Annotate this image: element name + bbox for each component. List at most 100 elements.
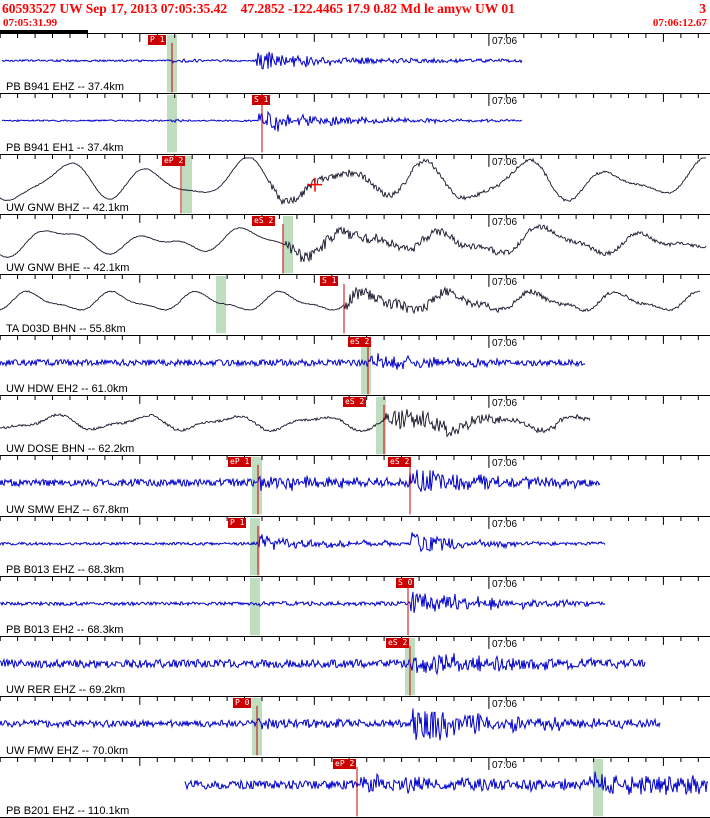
event-summary-row: 60593527 UW Sep 17, 2013 07:05:35.42 47.…: [0, 0, 710, 17]
waveform-plot[interactable]: [0, 214, 710, 274]
cursor-cross-marker: [308, 177, 322, 192]
seismogram-trace: [0, 157, 706, 205]
phase-pick-flag[interactable]: eS 2: [252, 215, 276, 226]
station-label: UW DOSE BHN -- 62.2km: [6, 443, 135, 456]
phase-pick-flag[interactable]: S 1: [320, 276, 339, 287]
seismogram-trace: [184, 771, 709, 795]
minute-label: 07:06: [492, 36, 518, 47]
trace-panel: 07:06 eP 2 UW GNW BHZ -- 42.1km: [0, 153, 710, 214]
time-ruler-ticks: [0, 697, 699, 710]
minute-label: 07:06: [492, 216, 518, 228]
trace-panel: 07:06 eS 2 UW HDW EH2 -- 61.0km: [0, 334, 710, 395]
waveform-plot[interactable]: [0, 94, 710, 153]
time-ruler-ticks: [0, 154, 699, 167]
seismogram-trace: [0, 286, 701, 315]
window-end-time: 07:06:12.67: [652, 17, 707, 29]
seismogram-trace: [0, 591, 606, 613]
seismogram-trace: [0, 352, 586, 370]
minute-label: 07:06: [492, 397, 518, 409]
minute-label: 07:06: [492, 518, 518, 530]
phase-pick-flag[interactable]: S 1: [252, 95, 271, 106]
phase-pick-flag[interactable]: P 0: [233, 698, 252, 709]
trace-panel: 07:06 eP 1 eS 2 UW SMW EHZ -- 67.8km: [0, 455, 710, 516]
station-label: UW RER EHZ -- 69.2km: [6, 684, 126, 697]
station-label: UW FMW EHZ -- 70.0km: [6, 744, 129, 757]
waveform-plot[interactable]: [0, 456, 710, 515]
phase-pick-flag[interactable]: eS 2: [388, 457, 412, 468]
station-label: PB B941 EH1 -- 37.4km: [6, 141, 124, 154]
waveform-plot[interactable]: [0, 697, 710, 756]
minute-label: 07:06: [492, 699, 518, 711]
phase-pick-flag[interactable]: eS 2: [348, 336, 372, 347]
time-ruler-ticks: [0, 516, 699, 529]
time-ruler-ticks: [0, 214, 699, 227]
phase-pick-flag[interactable]: P 1: [228, 517, 247, 528]
waveform-plot[interactable]: [0, 516, 710, 576]
window-start-time: 07:05:31.99: [3, 17, 58, 29]
seismogram-trace: [0, 409, 591, 438]
trace-panel: 07:06 eS 2 UW DOSE BHN -- 62.2km: [0, 394, 710, 456]
station-label: UW SMW EHZ -- 67.8km: [6, 503, 129, 516]
seismogram-trace: [0, 708, 661, 741]
station-label: UW HDW EH2 -- 61.0km: [6, 382, 128, 395]
trace-panel: 07:06 P 1 PB B941 EHZ -- 37.4km: [0, 33, 710, 93]
time-ruler-ticks: [0, 275, 699, 288]
minute-label: 07:06: [492, 759, 518, 771]
phase-pick-flag[interactable]: eP 1: [228, 457, 252, 468]
minute-label: 07:06: [492, 639, 518, 651]
minute-label: 07:06: [492, 96, 518, 108]
waveform-plot[interactable]: [0, 757, 710, 817]
station-label: PB B941 EHZ -- 37.4km: [6, 81, 124, 94]
phase-pick-flag[interactable]: eS 2: [386, 638, 410, 649]
phase-pick-flag[interactable]: P 1: [148, 35, 167, 45]
station-label: UW GNW BHE -- 42.1km: [6, 262, 130, 275]
time-window-row: 07:05:31.99 07:06:12.67: [0, 17, 710, 29]
phase-pick-flag[interactable]: eP 2: [162, 155, 186, 166]
trace-panel: 07:06 S 1 PB B941 EH1 -- 37.4km: [0, 93, 710, 154]
seismogram-trace: [0, 531, 606, 552]
trace-list: 07:06 P 1 PB B941 EHZ -- 37.4km 07:06 S 1 PB …: [0, 33, 710, 818]
station-label: PB B201 EHZ -- 110.1km: [6, 805, 130, 818]
trace-panel: 07:06 P 0 UW FMW EHZ -- 70.0km: [0, 696, 710, 757]
seismogram-trace: [0, 653, 646, 676]
waveform-plot[interactable]: [0, 576, 710, 636]
waveform-plot[interactable]: [0, 154, 710, 214]
time-ruler-ticks: [0, 576, 699, 589]
minute-label: 07:06: [492, 156, 518, 168]
trace-panel: 07:06 S 0 PB B013 EH2 -- 68.3km: [0, 575, 710, 637]
time-ruler-ticks: [0, 757, 699, 770]
waveform-plot[interactable]: [0, 275, 710, 334]
seismogram-trace: [0, 224, 707, 263]
station-label: PB B013 EHZ -- 68.3km: [6, 563, 124, 576]
event-header: 60593527 UW Sep 17, 2013 07:05:35.42 47.…: [0, 0, 710, 33]
trace-panel: 07:06 eS 2 UW GNW BHE -- 42.1km: [0, 213, 710, 275]
top-left-marker-bar: [0, 30, 88, 33]
trace-count: 3: [699, 1, 706, 16]
event-summary-text: 60593527 UW Sep 17, 2013 07:05:35.42 47.…: [2, 1, 515, 16]
time-ruler-ticks: [0, 456, 699, 469]
time-ruler-ticks: [0, 637, 699, 649]
station-label: PB B013 EH2 -- 68.3km: [6, 624, 124, 637]
waveform-plot[interactable]: [0, 34, 710, 93]
waveform-plot[interactable]: [0, 335, 710, 395]
time-ruler-ticks: [0, 34, 699, 46]
seismogram-trace: [0, 469, 601, 493]
waveform-plot[interactable]: [0, 637, 710, 696]
station-label: TA D03D BHN -- 55.8km: [6, 322, 126, 335]
time-ruler-ticks: [0, 395, 699, 408]
minute-label: 07:06: [492, 277, 518, 289]
minute-label: 07:06: [492, 458, 518, 470]
phase-pick-flag[interactable]: eS 2: [343, 396, 367, 407]
seismogram-trace: [1, 51, 523, 70]
phase-pick-flag[interactable]: S 0: [396, 577, 415, 588]
time-ruler-ticks: [0, 335, 699, 348]
time-ruler-ticks: [0, 94, 699, 107]
minute-label: 07:06: [492, 337, 518, 349]
station-label: UW GNW BHZ -- 42.1km: [6, 201, 129, 214]
trace-panel: 07:06 eP 2 PB B201 EHZ -- 110.1km: [0, 756, 710, 818]
trace-panel: 07:06 P 1 PB B013 EHZ -- 68.3km: [0, 515, 710, 576]
phase-pick-flag[interactable]: eP 2: [333, 758, 357, 769]
minute-label: 07:06: [492, 578, 518, 590]
waveform-plot[interactable]: [0, 395, 710, 455]
